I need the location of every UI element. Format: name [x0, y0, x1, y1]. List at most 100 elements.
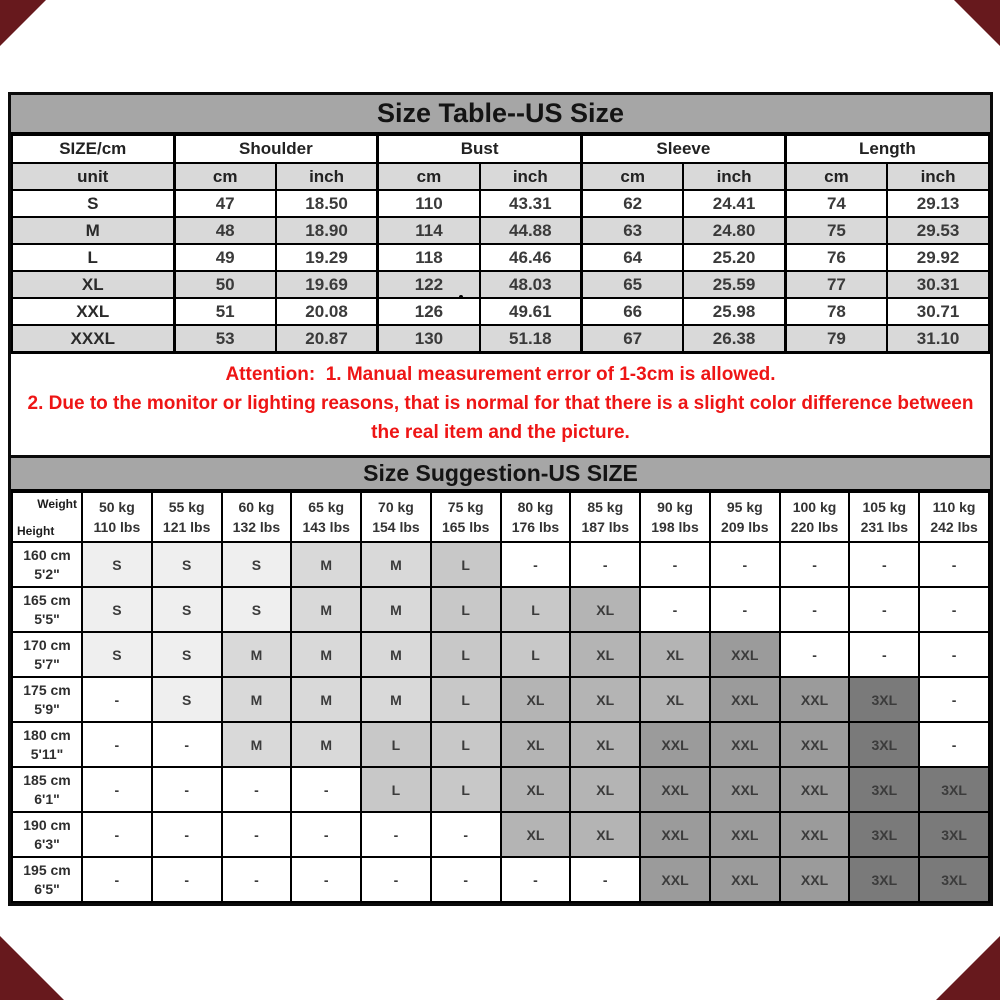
measure-value: 114 [376, 216, 481, 245]
suggestion-cell: - [918, 721, 990, 768]
measure-group-header: Bust [376, 134, 583, 164]
measure-value: 78 [783, 297, 889, 326]
corner-triangle-bottom-left [0, 936, 64, 1000]
corner-triangle-bottom-right [936, 936, 1000, 1000]
suggestion-row: 175 cm 5'9" - S M M M L XL XL XL XXL XXL 3XL - [11, 676, 990, 723]
suggestion-cell: 3XL [918, 856, 990, 903]
suggestion-cell: XL [569, 676, 642, 723]
suggestion-row: 185 cm 6'1" - - - - L L XL XL XXL XXL XXL 3XL 3XL [11, 766, 990, 813]
suggestion-row: 170 cm 5'7" S S M M M L L XL XL XXL - - - [11, 631, 990, 678]
suggestion-cell: - [918, 541, 990, 588]
height-ft: 6'3" [34, 835, 60, 852]
suggestion-cell: M [360, 541, 432, 588]
suggestion-cell: S [220, 541, 293, 588]
suggestion-cell: - [639, 586, 711, 633]
measure-value: 79 [783, 324, 889, 353]
suggestion-cell: L [360, 721, 432, 768]
weight-header: 70 kg 154 lbs [360, 491, 432, 543]
measure-value: 44.88 [478, 216, 583, 245]
measure-value: 25.20 [682, 243, 787, 272]
weight-header: 90 kg 198 lbs [639, 491, 711, 543]
unit-cell: cm [172, 162, 277, 191]
measure-value: 110 [376, 189, 481, 218]
weight-kg: 80 kg [517, 499, 554, 515]
suggestion-cell: M [220, 676, 293, 723]
suggestion-cell: L [429, 721, 502, 768]
height-ft: 5'2" [34, 565, 60, 582]
suggestion-cell: - [918, 676, 990, 723]
suggestion-cell: L [499, 586, 572, 633]
weight-lbs: 231 lbs [860, 519, 909, 535]
height-label: 195 cm 6'5" [11, 856, 83, 903]
height-cm: 185 cm [23, 771, 71, 788]
weight-lbs: 165 lbs [441, 519, 490, 535]
weight-lbs: 143 lbs [302, 519, 350, 535]
stray-dot [459, 295, 463, 299]
suggestion-header-row: Weight Height 50 kg 110 lbs 55 kg 121 lbs 60 k… [11, 491, 990, 543]
measure-value: 126 [376, 297, 481, 326]
suggestion-cell: S [150, 541, 223, 588]
height-ft: 5'5" [34, 610, 60, 627]
weight-header: 75 kg 165 lbs [429, 491, 502, 543]
suggestion-cell: S [150, 631, 223, 678]
height-ft: 6'5" [34, 880, 60, 897]
weight-lbs: 110 lbs [93, 519, 141, 535]
weight-header: 60 kg 132 lbs [220, 491, 293, 543]
size-table-row: M 48 18.90 114 44.88 63 24.80 75 29.53 [11, 216, 990, 245]
measure-value: 26.38 [682, 324, 787, 353]
weight-lbs: 121 lbs [162, 519, 211, 535]
attention-note: Attention: 1. Manual measurement error o… [11, 353, 990, 457]
measure-value: 51.18 [478, 324, 583, 353]
suggestion-cell: - [290, 811, 363, 858]
weight-kg: 55 kg [168, 499, 205, 515]
weight-kg: 95 kg [726, 499, 763, 515]
suggestion-cell: XXL [778, 721, 851, 768]
measure-value: 25.98 [682, 297, 787, 326]
height-ft: 5'7" [34, 655, 60, 672]
suggestion-cell: - [360, 856, 432, 903]
suggestion-cell: M [290, 631, 363, 678]
suggestion-cell: S [150, 586, 223, 633]
suggestion-cell: XL [569, 721, 642, 768]
suggestion-cell: - [429, 856, 502, 903]
weight-header: 55 kg 121 lbs [150, 491, 223, 543]
suggestion-cell: L [429, 586, 502, 633]
suggestion-cell: L [429, 676, 502, 723]
height-label: 165 cm 5'5" [11, 586, 83, 633]
measure-group-header: Sleeve [580, 134, 787, 164]
height-label: 170 cm 5'7" [11, 631, 83, 678]
suggestion-cell: XL [499, 721, 572, 768]
suggestion-row: 190 cm 6'3" - - - - - - XL XL XXL XXL XXL 3XL 3XL [11, 811, 990, 858]
suggestion-cell: M [360, 586, 432, 633]
suggestion-cell: - [290, 856, 363, 903]
weight-kg: 50 kg [98, 499, 135, 515]
height-cm: 175 cm [23, 681, 71, 698]
measure-value: 122 [376, 270, 481, 299]
height-label: 185 cm 6'1" [11, 766, 83, 813]
suggestion-cell: - [708, 541, 781, 588]
weight-header: 80 kg 176 lbs [499, 491, 572, 543]
size-name: M [11, 216, 175, 245]
weight-lbs: 132 lbs [232, 519, 281, 535]
measure-value: 18.90 [274, 216, 379, 245]
measure-value: 49.61 [478, 297, 583, 326]
suggestion-cell: - [81, 811, 153, 858]
weight-kg: 65 kg [308, 499, 345, 515]
suggestion-cell: 3XL [848, 676, 921, 723]
size-table-body: S 47 18.50 110 43.31 62 24.41 74 29.13 M 48 18.90 11… [11, 189, 990, 353]
unit-cell: inch [682, 162, 787, 191]
measure-value: 49 [172, 243, 277, 272]
size-name: XXL [11, 297, 175, 326]
weight-kg: 110 kg [932, 499, 976, 515]
measure-value: 50 [172, 270, 277, 299]
size-table-panel: Size Table--US Size SIZE/cm Shoulder Bust S… [8, 92, 993, 460]
size-table-row: XL 50 19.69 122 48.03 65 25.59 77 30.31 [11, 270, 990, 299]
weight-height-axis-cell: Weight Height [11, 491, 83, 543]
suggestion-cell: M [360, 676, 432, 723]
suggestion-cell: XXL [708, 721, 781, 768]
suggestion-cell: - [499, 541, 572, 588]
unit-cell: inch [886, 162, 990, 191]
weight-kg: 90 kg [657, 499, 693, 515]
size-table: SIZE/cm Shoulder Bust Sleeve Length unit cm in… [11, 134, 990, 353]
height-label: 160 cm 5'2" [11, 541, 83, 588]
